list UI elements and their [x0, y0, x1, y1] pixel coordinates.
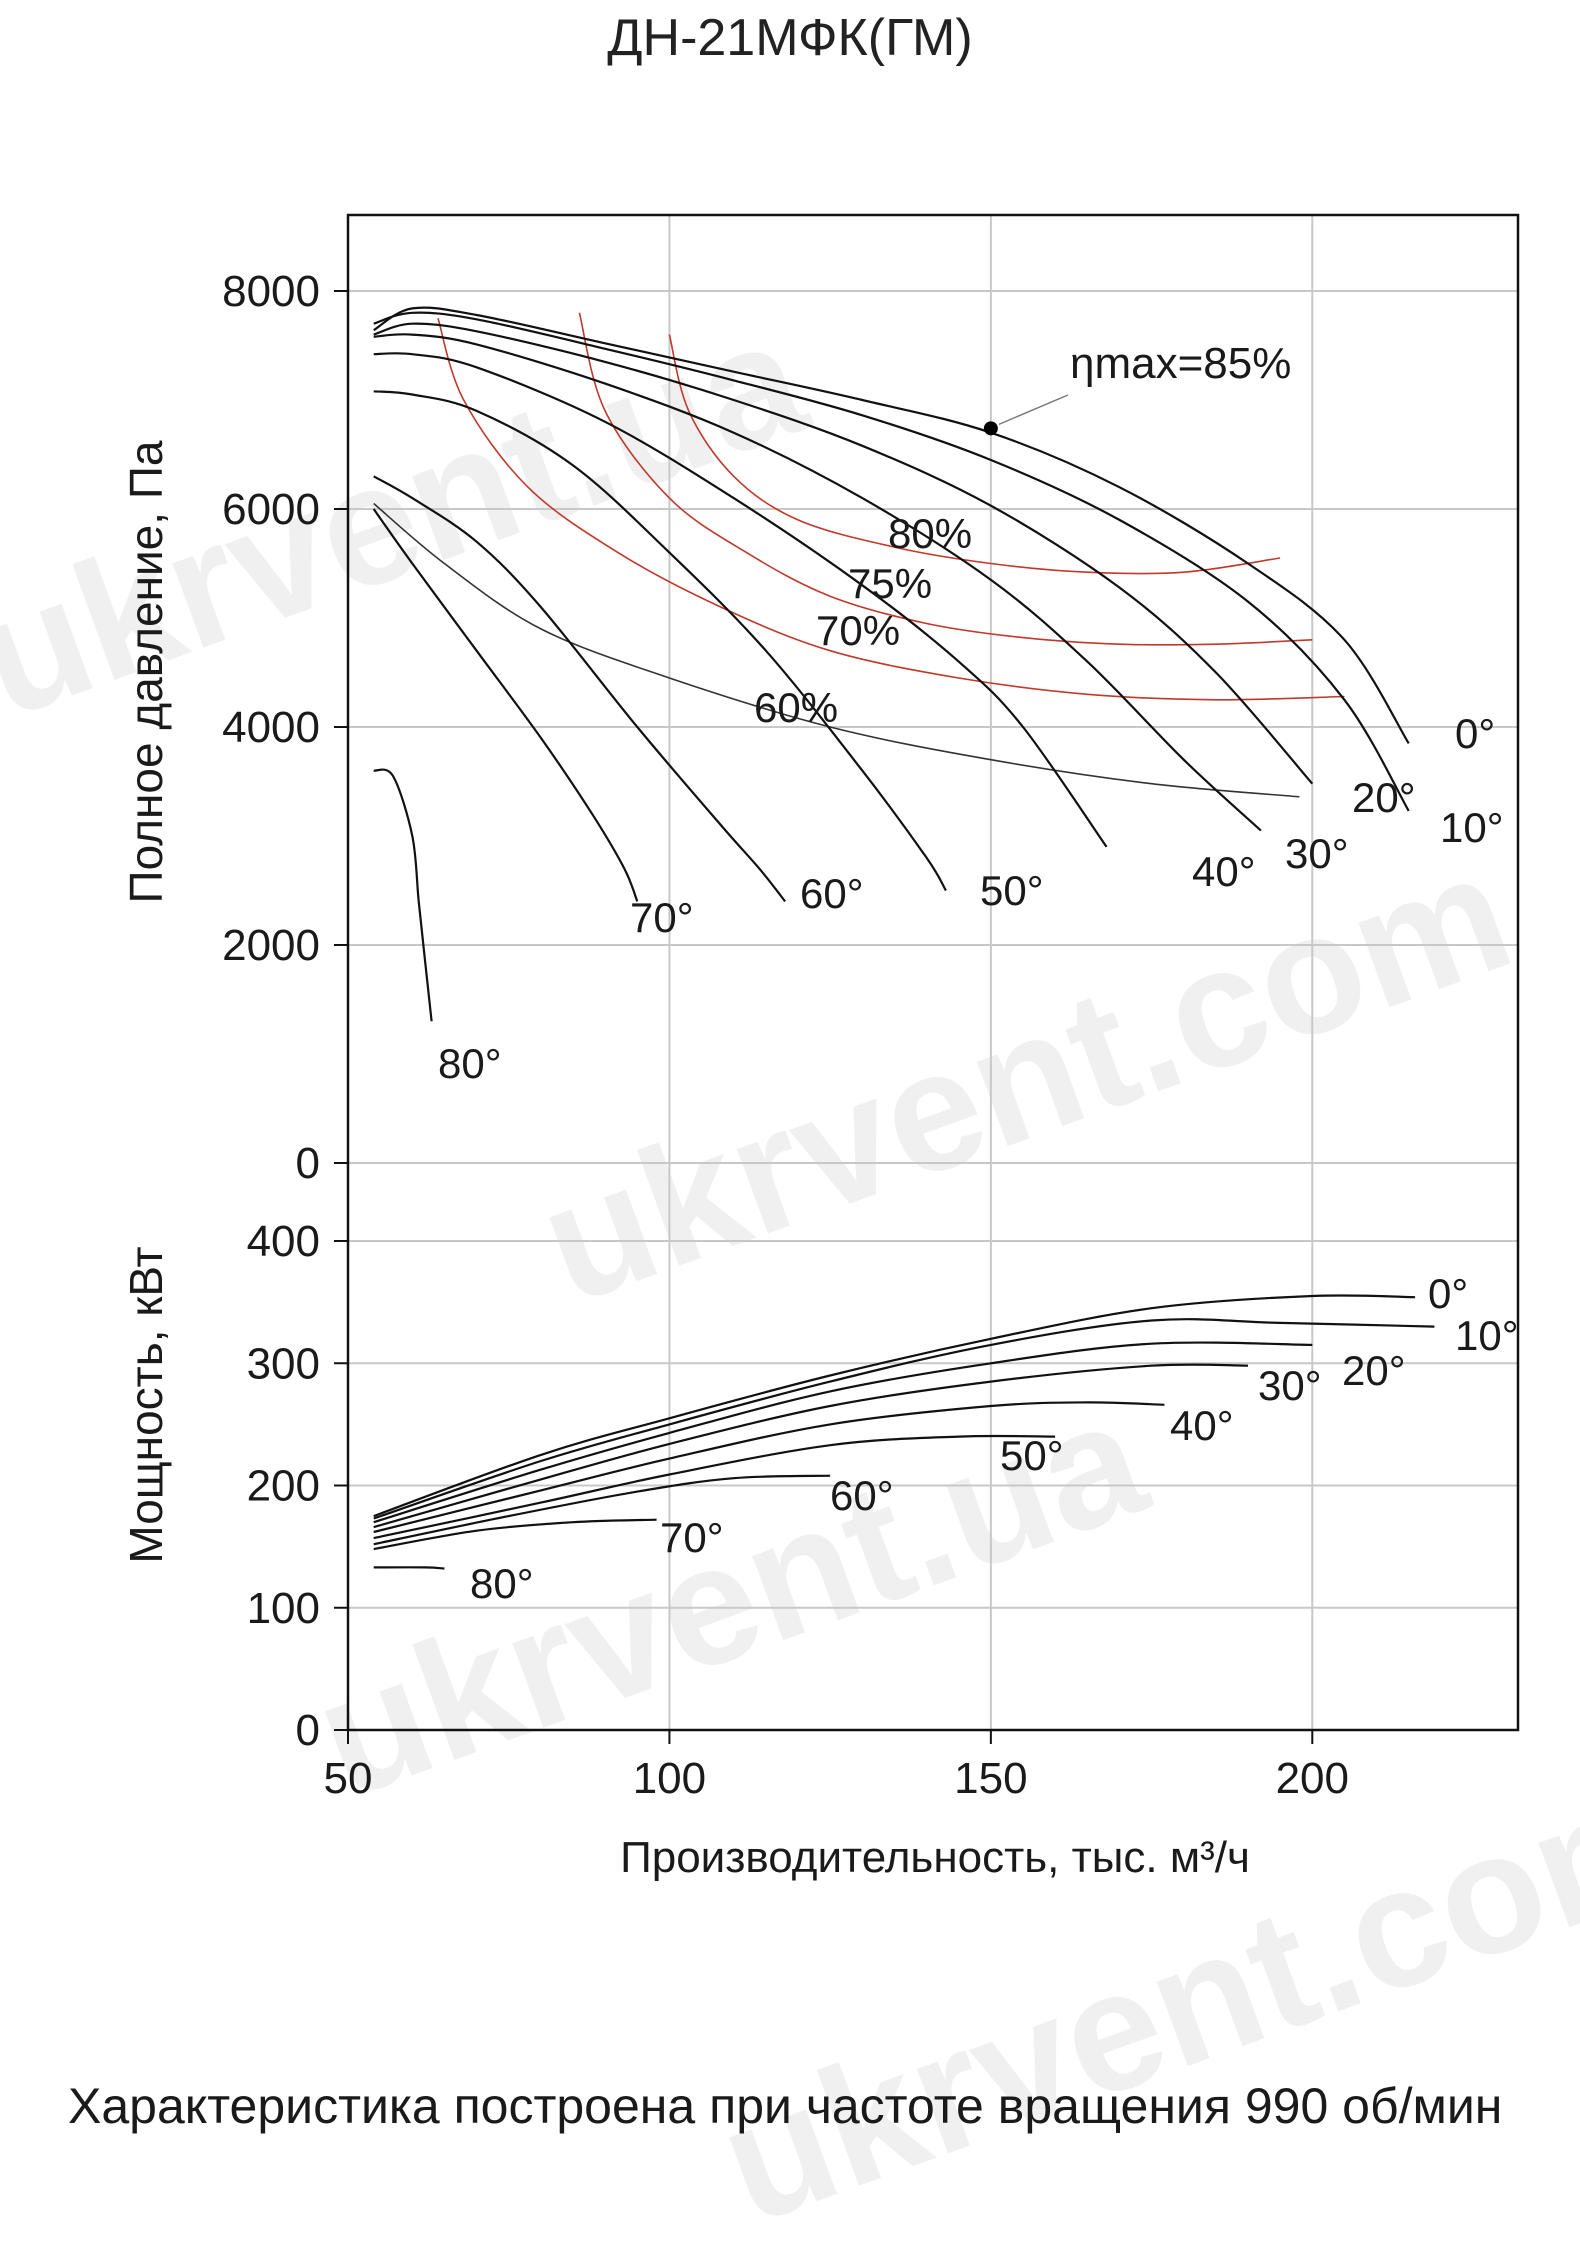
efficiency-label-60%: 60%	[754, 684, 838, 731]
x-tick-label: 50	[324, 1754, 373, 1803]
y-tick-label-bottom: 100	[247, 1584, 320, 1633]
pressure-curve-0°	[373, 306, 1410, 744]
power-label-30°: 30°	[1258, 1362, 1322, 1409]
chart-caption: Характеристика построена при частоте вра…	[68, 2078, 1503, 2134]
power-curve-10°	[373, 1318, 1435, 1520]
y-tick-label-top: 4000	[222, 703, 320, 752]
y-tick-label-bottom: 200	[247, 1462, 320, 1511]
y-tick-label-top: 6000	[222, 485, 320, 534]
power-label-40°: 40°	[1170, 1402, 1234, 1449]
pressure-curve-50°	[373, 390, 947, 892]
power-label-10°: 10°	[1455, 1312, 1519, 1359]
pressure-label-10°: 10°	[1440, 804, 1504, 851]
pressure-label-70°: 70°	[630, 894, 694, 941]
pressure-label-30°: 30°	[1285, 830, 1349, 877]
curve-layer	[372, 306, 1435, 1570]
eta-max-point	[983, 421, 998, 436]
pressure-label-20°: 20°	[1352, 774, 1416, 821]
y-tick-label-bottom: 0	[296, 1706, 320, 1755]
x-tick-label: 100	[633, 1754, 706, 1803]
pressure-curve-80°	[373, 768, 433, 1022]
pressure-label-0°: 0°	[1455, 710, 1495, 757]
plot-frame	[346, 213, 1520, 1732]
power-label-50°: 50°	[1000, 1432, 1064, 1479]
label-layer: 50 100 150 20002000400060008000010020030040…	[120, 267, 1519, 1882]
power-curve-50°	[373, 1434, 1056, 1540]
efficiency-curve-60%	[373, 502, 1300, 798]
efficiency-curve-70%	[437, 318, 1345, 701]
power-label-60°: 60°	[830, 1472, 894, 1519]
power-curve-40°	[373, 1401, 1165, 1534]
y-axis-title-bottom: Мощность, кВт	[120, 1246, 172, 1563]
efficiency-label-80%: 80%	[888, 510, 972, 557]
pressure-curve-30°	[373, 333, 1262, 832]
pressure-curve-70°	[372, 508, 639, 902]
y-tick-label-top: 8000	[222, 267, 320, 316]
x-axis-title: Производительность, тыс. м³/ч	[620, 1833, 1250, 1882]
pressure-label-60°: 60°	[800, 870, 864, 917]
eta-max-label: ηmax=85%	[1070, 339, 1291, 388]
pressure-label-80°: 80°	[438, 1040, 502, 1087]
efficiency-curve-75%	[578, 312, 1313, 646]
power-curve-80°	[373, 1566, 445, 1570]
power-label-70°: 70°	[660, 1514, 724, 1561]
pressure-curve-10°	[373, 311, 1410, 812]
power-label-20°: 20°	[1342, 1347, 1406, 1394]
efficiency-label-70%: 70%	[816, 607, 900, 654]
pressure-curve-40°	[373, 352, 1108, 848]
efficiency-label-75%: 75%	[848, 560, 932, 607]
pressure-label-40°: 40°	[1192, 848, 1256, 895]
x-tick-label: 200	[1276, 1754, 1349, 1803]
x-tick-label: 150	[954, 1754, 1027, 1803]
fan-performance-chart: 50 100 150 20002000400060008000010020030040…	[120, 213, 1520, 1882]
eta-max-leader	[998, 394, 1069, 425]
y-axis-title-top: Полное давление, Па	[120, 440, 172, 903]
y-tick-label-bottom: 400	[247, 1217, 320, 1266]
y-tick-label-bottom: 300	[247, 1339, 320, 1388]
efficiency-curve-80%	[668, 334, 1281, 575]
pressure-label-50°: 50°	[980, 867, 1044, 914]
power-label-0°: 0°	[1428, 1270, 1468, 1317]
power-label-80°: 80°	[470, 1560, 534, 1607]
power-curve-30°	[373, 1363, 1249, 1529]
power-curve-70°	[373, 1518, 657, 1551]
power-curve-20°	[373, 1341, 1313, 1524]
power-curve-0°	[373, 1294, 1416, 1518]
power-curve-60°	[373, 1474, 831, 1546]
pressure-curve-60°	[373, 475, 786, 903]
chart-title: ДН-21МФК(ГМ)	[607, 9, 973, 67]
y-tick-label-top: 0	[296, 1139, 320, 1188]
y-tick-label-top: 2000	[222, 921, 320, 970]
pressure-curve-20°	[373, 322, 1314, 785]
